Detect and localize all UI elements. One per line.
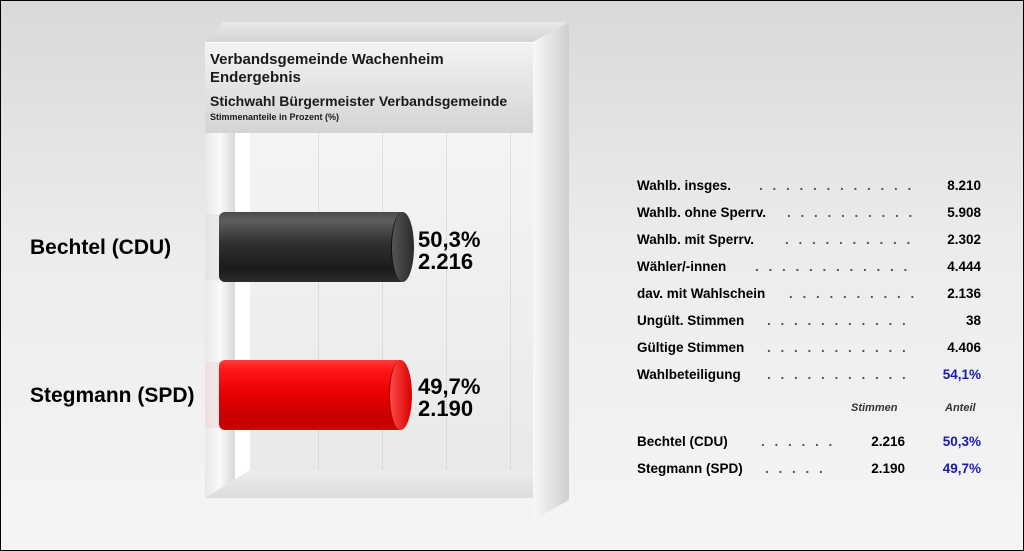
chart-subtitle-2: Stichwahl Bürgermeister Verbandsgemeinde (210, 93, 508, 109)
stat-value: 4.406 (947, 340, 981, 355)
stat-row: Wahlbeteiligung . . . . . . . . . . . 54… (637, 367, 981, 393)
stat-label: Ungült. Stimmen (637, 313, 745, 328)
stat-value: 4.444 (947, 259, 981, 274)
dot-leader: . . . . . . (761, 434, 836, 449)
bar-cap-spd (389, 360, 412, 430)
gridline (446, 133, 447, 470)
bar-shadow-spd (205, 362, 221, 428)
plot-floor (205, 470, 533, 498)
stat-label: dav. mit Wahlschein (637, 286, 766, 301)
dot-leader: . . . . . . . . . . (787, 205, 916, 220)
unit-note: Stimmenanteile in Prozent (%) (210, 112, 340, 122)
dot-leader: . . . . . . . . . . (785, 232, 914, 247)
stat-row: Wahlb. insges. . . . . . . . . . . . . 8… (637, 178, 981, 204)
box-top-face (205, 22, 569, 44)
title-panel (205, 43, 533, 133)
bar-stegmann-spd (219, 360, 400, 430)
bar-cap-cdu (391, 212, 414, 282)
bar-shadow-cdu (205, 214, 221, 280)
stat-value: 5.908 (947, 205, 981, 220)
stat-value: 38 (965, 313, 981, 328)
gridline (318, 133, 319, 470)
result-row: Bechtel (CDU) . . . . . . 2.216 50,3% (637, 434, 981, 460)
plot-side-wall (205, 133, 235, 498)
stat-label: Wahlb. ohne Sperrv. (637, 205, 767, 220)
stat-label: Wahlb. mit Sperrv. (637, 232, 755, 247)
header-votes: Stimmen (851, 402, 898, 414)
gridline (510, 133, 511, 470)
stat-row: Wähler/-innen . . . . . . . . . . . . 4.… (637, 259, 981, 285)
result-share: 50,3% (942, 434, 981, 449)
stat-row: Wahlb. ohne Sperrv. . . . . . . . . . . … (637, 205, 981, 231)
result-votes: 2.216 (871, 434, 905, 449)
stat-value: 2.302 (947, 232, 981, 247)
stat-value-turnout: 54,1% (942, 367, 981, 382)
stat-value: 8.210 (947, 178, 981, 193)
stat-row: Wahlb. mit Sperrv. . . . . . . . . . . 2… (637, 232, 981, 258)
result-votes: 2.190 (871, 461, 905, 476)
dot-leader: . . . . . . . . . . . (767, 340, 909, 355)
dot-leader: . . . . . . . . . . . (767, 313, 909, 328)
data-label-votes-cdu: 2.216 (418, 249, 474, 274)
category-label-cdu: Bechtel (CDU) (30, 236, 172, 259)
chart-subtitle: Endergebnis (210, 69, 301, 86)
stat-label: Gültige Stimmen (637, 340, 745, 355)
plot-area (250, 133, 533, 483)
data-label-votes-spd: 2.190 (418, 396, 474, 421)
box-right-face (533, 22, 569, 520)
result-label: Stegmann (SPD) (637, 461, 743, 476)
category-label-spd: Stegmann (SPD) (30, 384, 195, 407)
stat-value: 2.136 (947, 286, 981, 301)
stat-label: Wähler/-innen (637, 259, 727, 274)
result-share: 49,7% (942, 461, 981, 476)
stat-row: Ungült. Stimmen . . . . . . . . . . . 38 (637, 313, 981, 339)
dot-leader: . . . . . . . . . . . . (755, 259, 911, 274)
stat-label: Wahlb. insges. (637, 178, 732, 193)
stat-label: Wahlbeteiligung (637, 367, 741, 382)
result-label: Bechtel (CDU) (637, 434, 728, 449)
dot-leader: . . . . . . . . . . (789, 286, 918, 301)
dot-leader: . . . . . . . . . . . (767, 367, 909, 382)
dot-leader: . . . . . . . . . . . . (759, 178, 915, 193)
dot-leader: . . . . . (765, 461, 826, 476)
stat-row: dav. mit Wahlschein . . . . . . . . . . … (637, 286, 981, 312)
gridline (382, 133, 383, 470)
chart-title: Verbandsgemeinde Wachenheim (210, 51, 444, 68)
bar-bechtel-cdu (219, 212, 402, 282)
header-share: Anteil (945, 402, 976, 414)
data-label-percent-spd: 49,7% (418, 374, 481, 399)
stat-row: Gültige Stimmen . . . . . . . . . . . 4.… (637, 340, 981, 366)
data-label-percent-cdu: 50,3% (418, 227, 481, 252)
result-row: Stegmann (SPD) . . . . . 2.190 49,7% (637, 461, 981, 487)
